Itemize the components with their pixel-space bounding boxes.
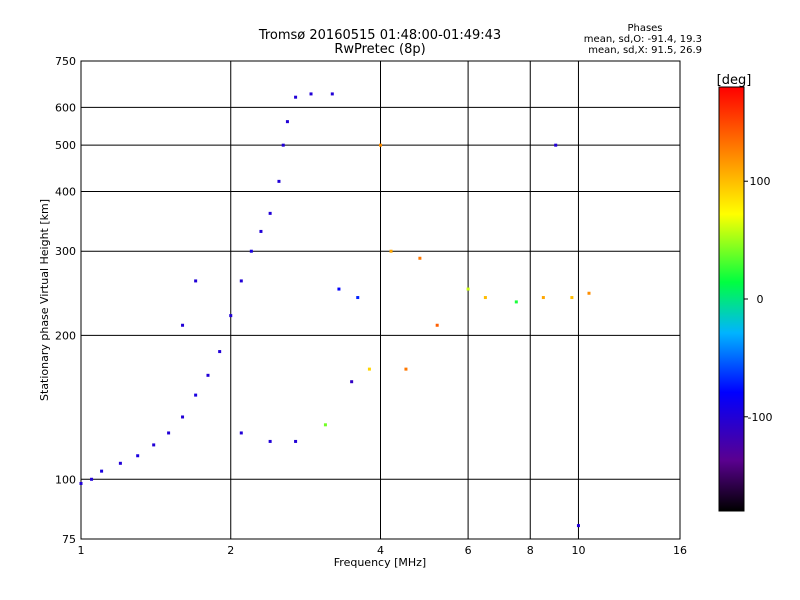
data-point [294,95,298,99]
data-point [418,256,422,260]
y-tick-label: 300 [55,245,76,258]
data-point [330,92,334,96]
y-tick-label: 200 [55,329,76,342]
data-point [576,524,580,528]
x-tick-label: 16 [673,544,687,557]
y-axis-ticks: 75 100 200 300 400 500 600 750 [55,55,76,546]
data-point [259,229,263,233]
data-point [79,481,83,485]
x-axis-label: Frequency [MHz] [334,556,426,569]
y-tick-label: 100 [55,473,76,486]
data-point [206,373,210,377]
data-point [90,477,94,481]
x-axis-ticks: 1 2 4 6 8 10 16 [78,544,688,557]
colorbar-ticks: 100 0 -100 [744,175,772,424]
data-point [281,143,285,147]
data-point [100,469,104,473]
data-point [239,279,243,283]
data-point [350,380,354,384]
y-tick-label: 750 [55,55,76,68]
data-point [136,454,140,458]
x-tick-label: 6 [465,544,472,557]
data-point [285,120,289,124]
data-point [389,249,393,253]
x-tick-label: 8 [527,544,534,557]
data-point [181,415,185,419]
data-point [152,443,156,447]
x-tick-label: 10 [571,544,585,557]
y-tick-label: 500 [55,139,76,152]
data-point [367,367,371,371]
data-point [483,296,487,300]
data-point [379,143,382,147]
y-axis-label: Stationary phase Virtual Height [km] [38,199,51,401]
data-point [404,367,408,371]
data-point [570,296,574,300]
data-point [294,439,298,443]
data-point [541,296,545,300]
stats-line-x: mean, sd,X: 91.5, 26.9 [588,45,702,56]
data-point [323,423,327,427]
data-point [194,393,198,397]
data-points [79,92,591,528]
data-point [337,287,341,291]
data-point [181,323,185,327]
y-tick-label: 75 [62,533,76,546]
x-tick-label: 2 [227,544,234,557]
colorbar-label: [deg] [717,73,752,88]
data-point [466,287,470,291]
data-point [268,211,272,215]
data-point [309,92,313,96]
stats-title: Phases [627,23,662,34]
data-point [356,296,360,300]
colorbar-tick-label: 100 [750,175,771,188]
data-point [229,314,233,318]
colorbar-tick-label: 0 [757,293,764,306]
data-point [268,439,272,443]
data-point [277,179,281,183]
colorbar-tick-label: -100 [748,411,773,424]
stats-line-o: mean, sd,O: -91.4, 19.3 [584,34,702,45]
x-tick-label: 4 [377,544,384,557]
chart-subtitle: RwPretec (8p) [334,42,425,57]
data-point [118,461,122,465]
data-point [514,300,518,304]
data-point [587,291,591,295]
y-tick-label: 400 [55,185,76,198]
colorbar [719,87,744,511]
x-tick-label: 1 [78,544,85,557]
data-point [218,350,222,354]
data-point [239,431,243,435]
data-point [249,249,253,253]
data-point [194,279,198,283]
y-tick-label: 600 [55,101,76,114]
chart-title: Tromsø 20160515 01:48:00-01:49:43 [258,28,501,43]
data-point [554,143,558,147]
data-point [167,431,171,435]
data-point [435,323,439,327]
